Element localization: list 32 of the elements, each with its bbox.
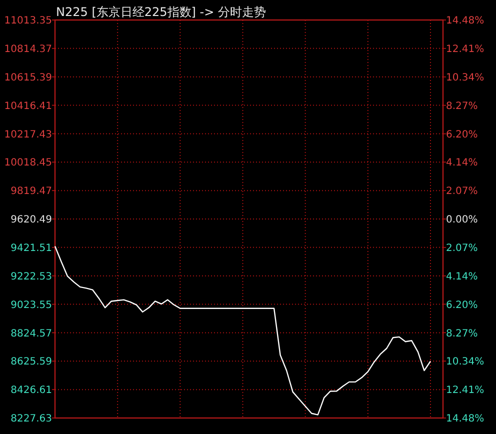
y2-tick-label: 10.34% (446, 72, 484, 84)
y-tick-label: 9023.55 (10, 300, 52, 311)
y-tick-label: 8426.61 (10, 385, 52, 396)
y2-tick-label: 12.41% (446, 44, 484, 56)
y-tick-label: 11013.35 (4, 16, 52, 27)
y-tick-label: 8625.59 (10, 356, 52, 368)
y-tick-label: 10018.45 (4, 158, 52, 169)
y-tick-label: 10416.41 (4, 100, 52, 112)
y2-tick-label: 6.20% (446, 129, 478, 140)
y2-tick-label: 10.34% (446, 356, 484, 368)
y2-tick-label: 8.27% (446, 100, 478, 112)
y-tick-label: 10814.37 (4, 44, 52, 56)
y2-tick-label: 4.14% (446, 271, 478, 282)
y-tick-label: 9620.49 (10, 214, 52, 226)
y2-tick-label: 6.20% (446, 300, 478, 311)
y2-tick-label: 8.27% (446, 328, 478, 340)
y-tick-label: 8227.63 (10, 414, 52, 425)
y-tick-label: 9421.51 (10, 243, 52, 254)
y-tick-label: 9222.53 (10, 271, 52, 282)
y2-tick-label: 14.48% (446, 414, 484, 425)
y-tick-label: 9819.47 (10, 186, 52, 198)
chart-title: N225 [东京日经225指数] -> 分时走势 (56, 5, 266, 19)
y2-tick-label: 0.00% (446, 214, 478, 226)
y2-tick-label: 2.07% (446, 186, 478, 198)
line-series (54, 246, 432, 416)
y-tick-label: 10615.39 (4, 72, 52, 84)
y2-tick-label: 14.48% (446, 16, 484, 27)
y-tick-label: 10217.43 (4, 129, 52, 140)
y-tick-label: 8824.57 (10, 328, 52, 340)
y2-tick-label: 2.07% (446, 243, 478, 254)
y2-tick-label: 4.14% (446, 158, 478, 169)
y2-tick-label: 12.41% (446, 385, 484, 396)
